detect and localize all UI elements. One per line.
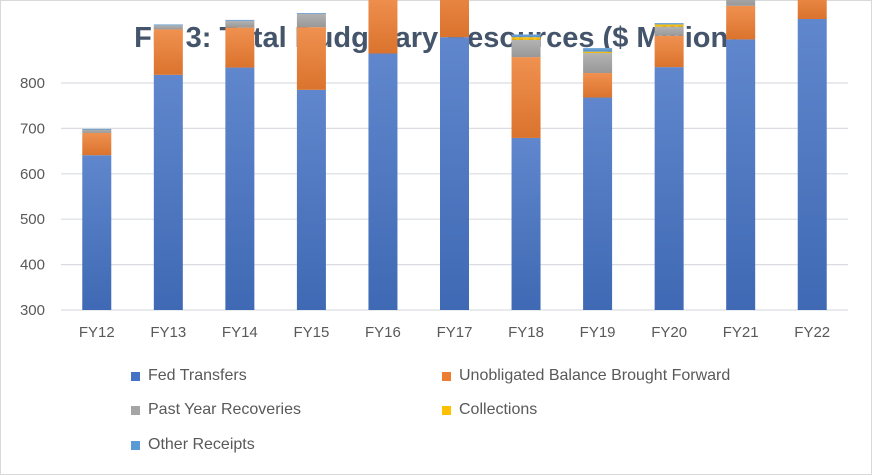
bar-segment xyxy=(511,137,541,310)
x-tick-label: FY17 xyxy=(437,324,473,341)
y-tick-label: 700 xyxy=(20,120,45,137)
bar-segment xyxy=(654,23,684,25)
bar-segment xyxy=(511,57,541,138)
x-tick-label: FY16 xyxy=(365,324,401,341)
bar-segment xyxy=(583,48,613,52)
bar-segment xyxy=(225,19,255,21)
bar-segment xyxy=(225,67,255,311)
x-tick-label: FY22 xyxy=(794,324,830,341)
bar-segment xyxy=(225,27,255,68)
bar-segment xyxy=(654,67,684,310)
x-tick-label: FY18 xyxy=(508,324,544,341)
bar-segment xyxy=(511,37,541,40)
bar-segment xyxy=(583,73,613,98)
x-tick-label: FY12 xyxy=(79,324,115,341)
bar-segment xyxy=(726,0,756,6)
legend-item: Fed Transfers xyxy=(131,367,247,385)
bar-segment xyxy=(153,24,183,26)
bar-segment xyxy=(153,25,183,30)
bar-segment xyxy=(583,97,613,310)
y-tick-label: 400 xyxy=(20,257,45,274)
bar-segment xyxy=(583,53,613,74)
legend-swatch xyxy=(442,371,451,381)
bar-segment xyxy=(726,39,756,310)
bar-segment xyxy=(583,51,613,54)
legend-item: Unobligated Balance Brought Forward xyxy=(442,367,730,385)
x-tick-label: FY20 xyxy=(651,324,687,341)
legend-swatch xyxy=(131,440,140,450)
y-tick-label: 600 xyxy=(20,166,45,183)
bar-segment xyxy=(296,89,326,310)
legend-label: Unobligated Balance Brought Forward xyxy=(459,367,731,384)
bar-segment xyxy=(440,37,469,311)
y-tick-label: 300 xyxy=(20,302,45,319)
bar-segment xyxy=(82,132,112,156)
bar-segment xyxy=(296,13,326,28)
legend-swatch xyxy=(131,371,140,381)
x-tick-label: FY15 xyxy=(293,324,329,341)
x-tick-label: FY21 xyxy=(723,324,759,341)
x-tick-label: FY19 xyxy=(580,324,616,341)
legend-item: Collections xyxy=(442,401,537,419)
bar-segment xyxy=(797,0,827,19)
y-tick-label: 500 xyxy=(20,211,45,228)
bar-segment xyxy=(225,20,255,28)
bar-segment xyxy=(654,24,684,27)
legend-item: Past Year Recoveries xyxy=(131,401,301,419)
bar-segment xyxy=(153,29,183,75)
bar-segment xyxy=(368,53,398,311)
bar-segment xyxy=(82,155,112,310)
x-tick-label: FY14 xyxy=(222,324,258,341)
bar-segment xyxy=(153,74,183,310)
bar-segment xyxy=(654,26,684,36)
bar-segment xyxy=(440,0,469,38)
legend-label: Fed Transfers xyxy=(148,367,247,384)
legend-label: Past Year Recoveries xyxy=(148,401,301,418)
bar-segment xyxy=(296,27,326,90)
bar-segment xyxy=(654,35,684,68)
bar-segment xyxy=(368,0,398,54)
legend-label: Other Receipts xyxy=(148,436,255,453)
bar-segment xyxy=(511,34,541,38)
bar-segment xyxy=(511,39,541,58)
bar-segment xyxy=(296,13,326,14)
legend-label: Collections xyxy=(459,401,538,418)
legend-swatch xyxy=(442,405,451,415)
legend-item: Other Receipts xyxy=(131,436,255,454)
x-tick-label: FY13 xyxy=(150,324,186,341)
legend-swatch xyxy=(131,405,140,415)
bar-segment xyxy=(82,129,112,133)
bar-segment xyxy=(797,18,827,311)
y-tick-label: 800 xyxy=(20,75,45,92)
bar-segment xyxy=(82,128,112,130)
bar-segment xyxy=(726,5,756,40)
